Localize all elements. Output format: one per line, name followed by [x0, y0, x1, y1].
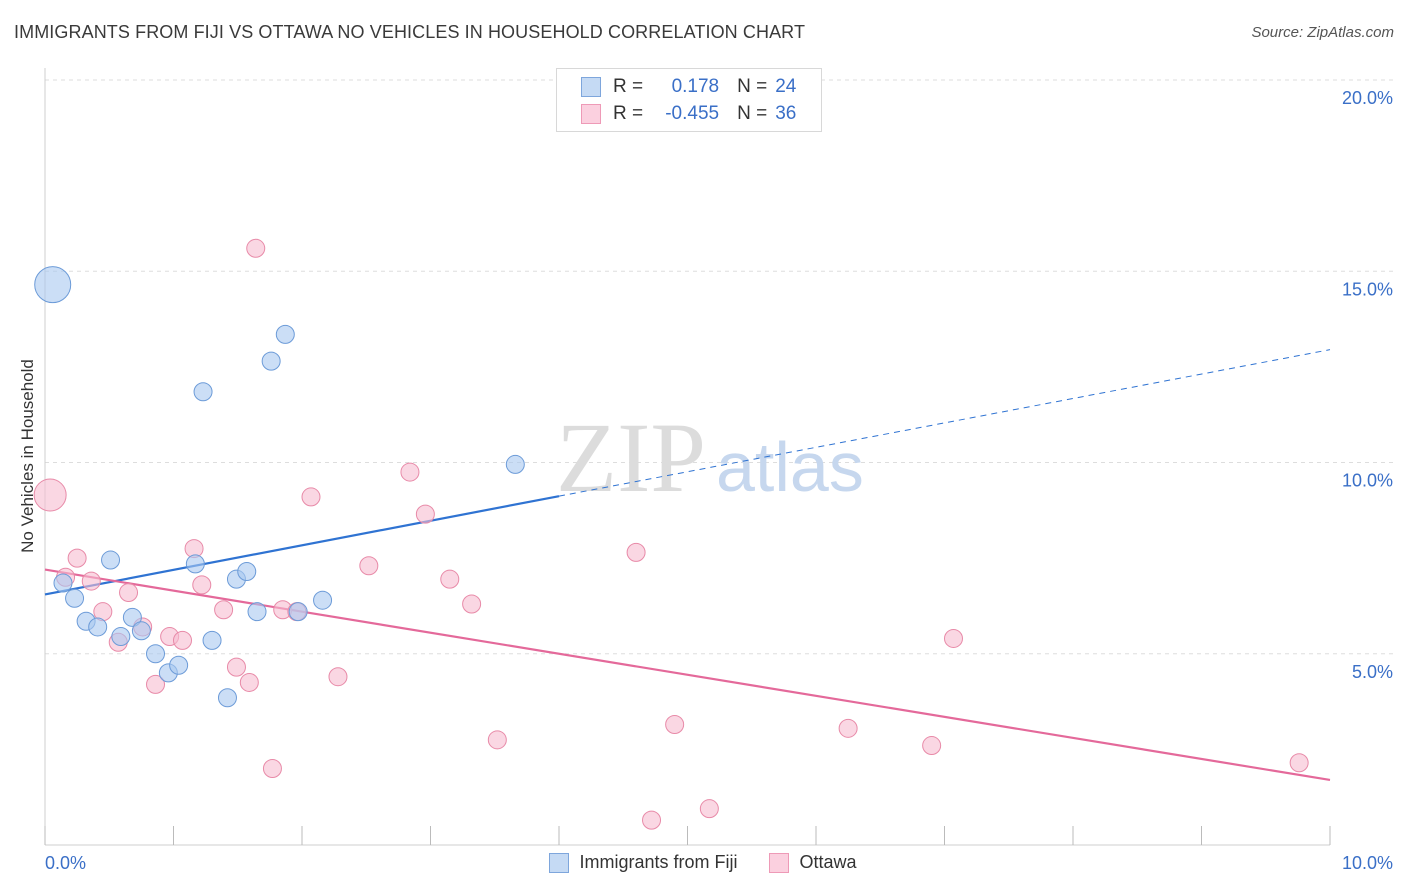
chart-title: IMMIGRANTS FROM FIJI VS OTTAWA NO VEHICL…: [14, 22, 806, 42]
point-fiji: [122, 607, 142, 627]
point-ottawa: [328, 667, 348, 687]
legend-swatch-fiji: [549, 852, 570, 873]
legend-label-ottawa: Ottawa: [799, 852, 857, 872]
point-ottawa: [415, 504, 435, 524]
point-ottawa: [246, 238, 266, 258]
point-ottawa: [226, 657, 246, 677]
point-ottawa: [440, 569, 460, 589]
y-tick-label: 15.0%: [1342, 279, 1393, 299]
point-ottawa: [665, 715, 685, 735]
trend-line-fiji: [44, 495, 560, 596]
point-fiji: [193, 382, 213, 402]
y-tick-label: 10.0%: [1342, 471, 1393, 491]
point-ottawa: [67, 548, 87, 568]
legend-item-ottawa: Ottawa: [769, 852, 857, 873]
legend-swatch-ottawa: [581, 104, 601, 124]
legend-swatch-fiji: [581, 77, 601, 97]
point-fiji: [53, 573, 73, 593]
point-ottawa: [301, 487, 321, 507]
point-fiji: [169, 655, 189, 675]
legend-r-value: -0.455: [665, 103, 720, 124]
point-fiji: [313, 590, 333, 610]
point-ottawa: [487, 730, 507, 750]
point-ottawa: [462, 594, 482, 614]
legend-r-label: R =: [613, 103, 644, 124]
y-tick-label: 20.0%: [1342, 88, 1393, 108]
point-fiji: [185, 554, 205, 574]
point-ottawa: [943, 628, 963, 648]
tick-labels: 5.0% 10.0% 15.0% 20.0% 0.0% 10.0%: [45, 88, 1393, 873]
legend-r-value: 0.178: [671, 76, 720, 97]
point-ottawa: [81, 571, 101, 591]
point-ottawa: [922, 736, 942, 756]
correlation-legend: R = 0.178 N = 24 R = -0.455 N = 36: [556, 68, 822, 132]
point-fiji: [146, 644, 166, 664]
point-ottawa: [146, 674, 166, 694]
point-fiji: [261, 351, 281, 371]
legend-n-label: N =: [737, 76, 768, 97]
trend-line-fiji-extrapolated: [558, 349, 1331, 497]
point-ottawa: [626, 542, 646, 562]
point-ottawa: [172, 630, 192, 650]
point-ottawa: [400, 462, 420, 482]
point-ottawa: [33, 478, 67, 512]
legend-item-fiji: Immigrants from Fiji: [549, 852, 737, 873]
y-tick-label: 5.0%: [1352, 662, 1393, 682]
point-fiji: [202, 630, 222, 650]
point-ottawa: [699, 799, 719, 819]
point-ottawa: [192, 575, 212, 595]
point-fiji: [111, 627, 131, 647]
point-fiji: [288, 602, 308, 622]
point-ottawa: [1289, 753, 1309, 773]
point-fiji: [88, 617, 108, 637]
watermark-atlas: atlas: [716, 428, 864, 506]
point-fiji: [275, 324, 295, 344]
series-legend: Immigrants from Fiji Ottawa: [0, 852, 1406, 873]
point-fiji: [505, 454, 525, 474]
point-ottawa: [239, 672, 259, 692]
legend-label-fiji: Immigrants from Fiji: [579, 852, 738, 872]
point-ottawa: [214, 600, 234, 620]
point-ottawa: [838, 718, 858, 738]
point-fiji: [131, 621, 151, 641]
legend-row-ottawa: R = -0.455 N = 36: [581, 102, 796, 126]
legend-n-value: 36: [775, 103, 797, 124]
legend-r-label: R =: [613, 76, 644, 97]
axes: [44, 68, 1331, 846]
point-ottawa: [359, 556, 379, 576]
x-tick-label: 10.0%: [1342, 853, 1393, 873]
point-fiji: [217, 688, 237, 708]
x-tick-label: 0.0%: [45, 853, 86, 873]
point-ottawa: [119, 583, 139, 603]
point-ottawa: [262, 759, 282, 778]
point-ottawa: [642, 810, 662, 830]
point-fiji: [65, 588, 85, 608]
legend-swatch-ottawa: [769, 852, 790, 873]
point-fiji: [34, 266, 72, 304]
data-points: [33, 238, 1309, 830]
point-fiji: [247, 602, 267, 622]
legend-n-label: N =: [737, 103, 768, 124]
watermark: ZIP atlas: [556, 402, 864, 513]
point-fiji: [237, 562, 257, 582]
legend-row-fiji: R = 0.178 N = 24: [581, 75, 796, 99]
point-fiji: [101, 550, 121, 570]
source-credit: Source: ZipAtlas.com: [1251, 24, 1394, 41]
legend-n-value: 24: [775, 76, 797, 97]
watermark-zip: ZIP: [556, 402, 706, 513]
